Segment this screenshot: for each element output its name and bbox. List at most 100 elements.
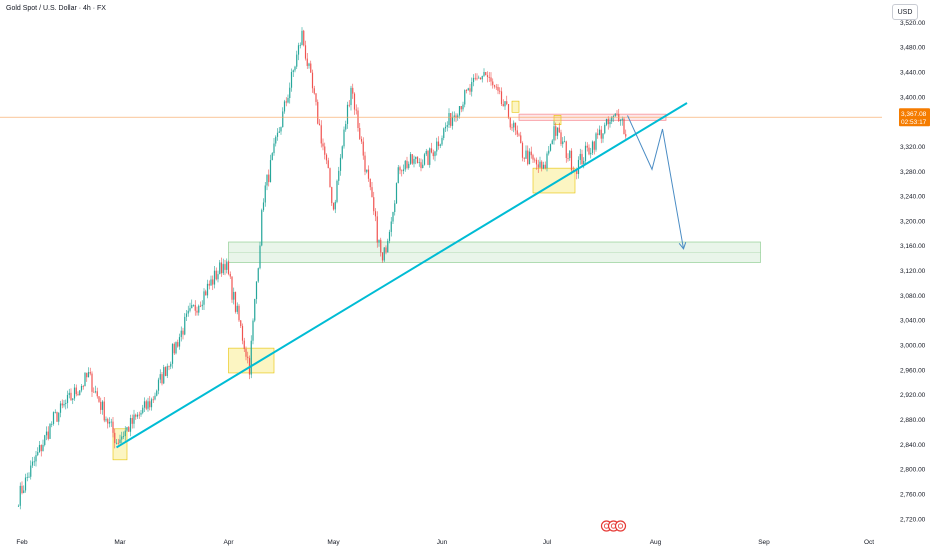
candle-body: [504, 101, 506, 107]
candle-body: [135, 414, 137, 417]
candle-body: [185, 313, 188, 317]
events-layer[interactable]: [600, 520, 627, 532]
candle-body: [507, 104, 510, 118]
candle-body: [341, 146, 343, 158]
candle-body: [21, 485, 23, 493]
candle-body: [105, 419, 107, 421]
candle-body: [178, 337, 181, 347]
currency-button[interactable]: USD: [892, 4, 918, 20]
candle-body: [453, 115, 455, 117]
candles-layer: [17, 27, 627, 510]
highlight-box[interactable]: [511, 100, 520, 113]
candle-body: [129, 418, 132, 432]
candle-body: [381, 252, 384, 261]
candle-body: [439, 144, 441, 146]
candle-body: [371, 187, 373, 198]
y-tick-label: 3,320.00: [900, 144, 926, 151]
candle-body: [240, 320, 242, 326]
candle-body: [313, 88, 315, 94]
candle-body: [199, 305, 202, 307]
candle-body: [33, 461, 35, 463]
x-tick-label: Mar: [114, 539, 126, 546]
candle-body: [437, 141, 440, 146]
candle-body: [460, 106, 462, 110]
candle-body: [304, 45, 307, 59]
candle-body: [303, 30, 305, 46]
candle-body: [441, 137, 443, 145]
candle-body: [138, 414, 140, 416]
candle-body: [35, 455, 37, 462]
candle-body: [430, 148, 433, 153]
candle-body: [234, 291, 237, 312]
candle-body: [339, 157, 342, 171]
candle-body: [222, 264, 224, 274]
candle-body: [269, 160, 272, 183]
candle-body: [24, 477, 27, 491]
candle-body: [184, 316, 186, 335]
y-tick-label: 3,280.00: [900, 169, 926, 176]
candle-body: [140, 412, 142, 415]
candle-body: [119, 439, 121, 443]
y-tick-label: 3,000.00: [900, 343, 926, 350]
price-tag-countdown: 02:53:17: [901, 119, 927, 126]
candle-body: [520, 135, 522, 143]
candle-body: [625, 134, 627, 137]
candle-body: [327, 160, 329, 169]
candle-body: [500, 91, 503, 105]
candle-body: [469, 88, 471, 92]
highlight-box[interactable]: [553, 115, 562, 126]
candle-body: [423, 154, 426, 165]
candle-body: [553, 126, 555, 141]
candle-body: [180, 330, 182, 338]
projection-path[interactable]: [627, 115, 684, 249]
candle-body: [283, 101, 286, 112]
y-tick-label: 2,840.00: [900, 442, 926, 449]
candle-body: [115, 442, 118, 444]
candle-body: [93, 391, 95, 393]
candle-body: [68, 392, 70, 395]
candle-body: [399, 167, 401, 171]
candle-body: [171, 343, 174, 364]
candle-body: [224, 264, 226, 270]
candle-body: [294, 66, 296, 71]
candle-body: [266, 174, 268, 186]
support-zone[interactable]: [228, 241, 761, 263]
price-tag-value: 3,367.08: [901, 111, 927, 118]
candle-body: [226, 261, 228, 270]
candle-body: [229, 273, 231, 277]
candle-body: [619, 120, 622, 122]
candle-body: [122, 436, 125, 437]
x-tick-label: May: [327, 539, 340, 546]
y-tick-label: 2,960.00: [900, 367, 926, 374]
candle-body: [380, 239, 382, 253]
candle-body: [163, 367, 165, 384]
candle-body: [311, 72, 314, 89]
candle-body: [539, 161, 541, 168]
highlight-box[interactable]: [532, 167, 576, 194]
candle-body: [299, 44, 301, 46]
candle-body: [187, 310, 189, 314]
economic-event-icon[interactable]: [614, 520, 627, 532]
candle-body: [352, 87, 354, 94]
candle-body: [397, 167, 399, 184]
y-tick-label: 2,880.00: [900, 417, 926, 424]
candle-body: [231, 276, 233, 300]
candle-body: [490, 77, 492, 82]
candle-body: [479, 77, 482, 80]
y-tick-label: 2,720.00: [900, 516, 926, 523]
trendline[interactable]: [115, 102, 688, 449]
candle-body: [54, 411, 56, 413]
candle-body: [623, 118, 625, 135]
candle-body: [600, 129, 602, 139]
candle-body: [45, 431, 48, 436]
candle-body: [570, 150, 573, 171]
candle-body: [257, 268, 259, 282]
candle-body: [331, 187, 333, 204]
candle-body: [75, 387, 77, 395]
candle-body: [537, 164, 539, 168]
candle-body: [436, 141, 438, 152]
candle-body: [404, 160, 406, 170]
y-tick-label: 2,760.00: [900, 491, 926, 498]
candle-body: [509, 117, 511, 128]
